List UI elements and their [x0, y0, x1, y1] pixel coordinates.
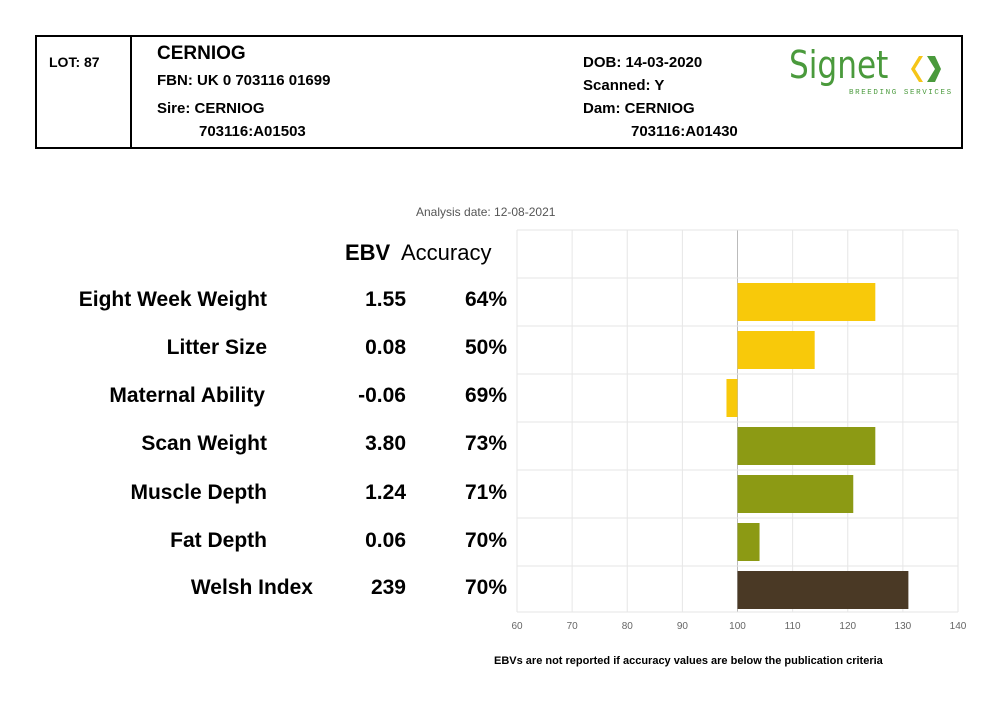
accuracy-value: 70%	[464, 576, 507, 599]
bar-fat-depth	[737, 523, 760, 561]
x-tick-label: 70	[567, 621, 579, 632]
sire: Sire: CERNIOG	[157, 100, 265, 117]
trait-label: Scan Weight	[141, 432, 267, 455]
trait-label: Welsh Index	[190, 576, 313, 599]
lot-cell: LOT: 87	[37, 37, 132, 147]
logo-wordmark: Signet	[789, 43, 889, 87]
trait-label: Maternal Ability	[109, 384, 265, 407]
x-tick-label: 140	[950, 621, 967, 632]
sire-id: 703116:A01503	[199, 123, 306, 140]
x-tick-label: 100	[729, 621, 746, 632]
lot-number: LOT: 87	[49, 54, 100, 70]
accuracy-value: 50%	[464, 336, 507, 359]
accuracy-value: 70%	[464, 529, 507, 552]
ebv-value: 1.55	[365, 288, 406, 311]
ebv-value: 0.06	[365, 529, 406, 552]
x-tick-label: 90	[677, 621, 689, 632]
bar-eight-week-weight	[737, 283, 876, 321]
trait-label: Litter Size	[166, 336, 267, 359]
x-tick-label: 80	[622, 621, 634, 632]
bar-welsh-index	[737, 571, 909, 609]
scanned: Scanned: Y	[583, 77, 665, 94]
ebv-value: 239	[370, 576, 406, 599]
fbn: FBN: UK 0 703116 01699	[157, 72, 331, 89]
x-tick-label: 60	[511, 621, 523, 632]
footnote: EBVs are not reported if accuracy values…	[494, 655, 883, 667]
ebv-value: 3.80	[365, 432, 406, 455]
dam: Dam: CERNIOG	[583, 100, 695, 117]
accuracy-value: 69%	[464, 384, 507, 407]
signet-logo: Signet BREEDING SERVICES	[789, 43, 951, 103]
ebv-value: 1.24	[365, 481, 406, 504]
accuracy-column-header: Accuracy	[401, 240, 492, 265]
x-tick-label: 110	[785, 621, 801, 632]
ebv-value: -0.06	[358, 384, 406, 407]
animal-name: CERNIOG	[157, 43, 246, 64]
dam-id: 703116:A01430	[631, 123, 738, 140]
x-tick-label: 130	[895, 621, 912, 632]
accuracy-value: 64%	[464, 288, 507, 311]
bar-muscle-depth	[737, 475, 854, 513]
ebv-value: 0.08	[365, 336, 406, 359]
accuracy-value: 73%	[464, 432, 507, 455]
trait-label: Muscle Depth	[130, 481, 267, 504]
analysis-date: Analysis date: 12-08-2021	[416, 205, 556, 219]
bar-scan-weight	[737, 427, 876, 465]
logo-subtitle: BREEDING SERVICES	[849, 89, 953, 97]
trait-label: Fat Depth	[170, 529, 267, 552]
ebv-column-header: EBV	[345, 240, 391, 265]
signet-chevron-icon	[911, 56, 941, 82]
bar-litter-size	[737, 331, 815, 369]
animal-header-box: LOT: 87 CERNIOG FBN: UK 0 703116 01699 S…	[35, 35, 963, 149]
dob: DOB: 14-03-2020	[583, 54, 703, 71]
accuracy-value: 71%	[464, 481, 507, 504]
x-tick-label: 120	[839, 621, 856, 632]
trait-label: Eight Week Weight	[78, 288, 267, 311]
bar-maternal-ability	[726, 379, 738, 417]
